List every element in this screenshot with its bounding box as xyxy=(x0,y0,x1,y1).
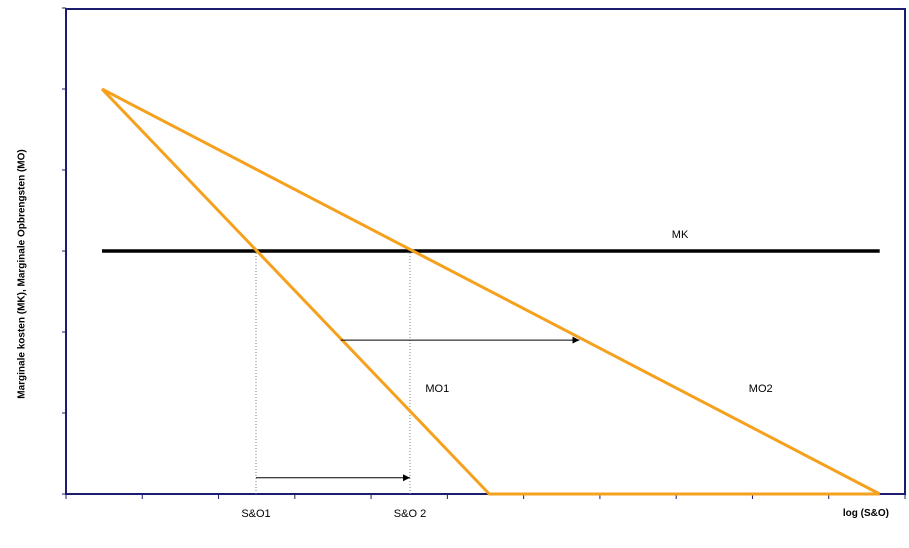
y-axis-ticks xyxy=(62,7,66,495)
annotation-mo2: MO2 xyxy=(748,382,773,395)
x-tick-label: S&O 2 xyxy=(393,508,427,520)
x-axis-ticks xyxy=(65,494,906,499)
y-axis-label: Marginale kosten (MK), Marginale Opbreng… xyxy=(16,149,28,399)
annotation-mk: MK xyxy=(671,228,689,241)
series-mo2-line xyxy=(101,87,881,496)
arrows xyxy=(256,336,580,482)
guide-lines xyxy=(255,251,411,494)
x-axis-label: log (S&O) xyxy=(842,508,889,519)
x-tick-label: S&O1 xyxy=(241,508,271,520)
y-axis-label-box: Marginale kosten (MK), Marginale Opbreng… xyxy=(2,0,42,548)
annotation-mo1: MO1 xyxy=(425,382,450,395)
series-mo1-line xyxy=(100,87,880,496)
series-lines xyxy=(100,87,881,496)
